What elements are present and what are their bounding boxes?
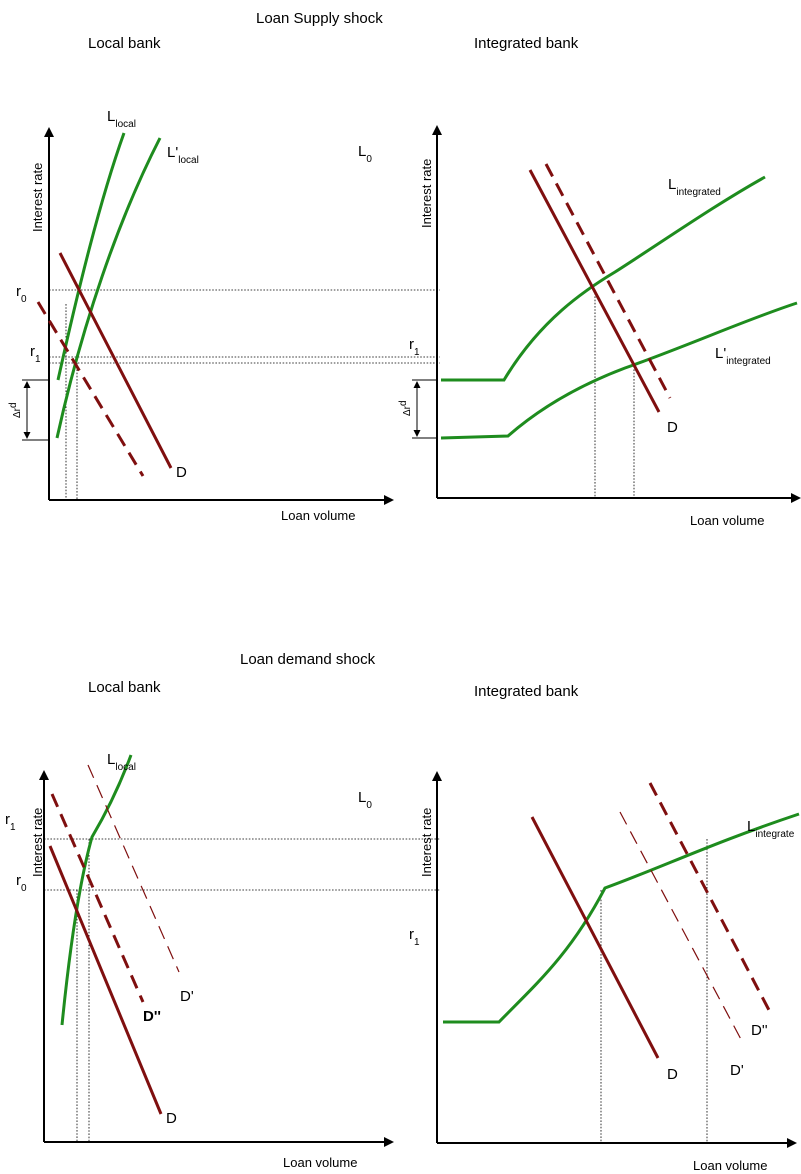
- x-axis-label: Loan volume: [281, 508, 355, 523]
- panel-supply-integrated: Integrated bank Interest rate Loan volum…: [358, 35, 801, 528]
- r0-label: r0: [16, 872, 27, 894]
- r1-label: r1: [409, 926, 420, 948]
- r1-label: r1: [30, 343, 41, 365]
- y-axis-label: Interest rate: [30, 808, 45, 877]
- panel-title: Integrated bank: [474, 35, 579, 52]
- demand-curve-D2: [50, 793, 145, 1003]
- demand-label: D: [667, 419, 678, 436]
- supply-label-local-shifted: L'local: [167, 144, 199, 166]
- panel-title: Local bank: [88, 679, 161, 696]
- panel-demand-local: Local bank Interest rate Loan volume r1 …: [5, 679, 440, 1170]
- demand-curve: [528, 169, 661, 413]
- x-axis-label: Loan volume: [690, 513, 764, 528]
- supply-curve-local: [56, 132, 126, 381]
- supply-shock-title: Loan Supply shock: [256, 10, 383, 27]
- demand-shock-title: Loan demand shock: [240, 651, 376, 668]
- demand-label-D1: D': [180, 988, 194, 1005]
- L0-label: L0: [358, 143, 372, 165]
- demand-curve: [48, 845, 163, 1115]
- r1-label: r1: [409, 336, 420, 358]
- demand-label-D2: D'': [143, 1008, 161, 1025]
- demand-curve: [530, 816, 660, 1059]
- y-axis-label: Interest rate: [419, 159, 434, 228]
- y-axis-label: Interest rate: [419, 808, 434, 877]
- supply-label-local: Llocal: [107, 108, 136, 130]
- supply-curve-integrated: [441, 175, 766, 382]
- supply-curve-integrated: [443, 812, 800, 1024]
- demand-curve-shifted: [544, 163, 672, 399]
- panel-demand-integrated: Integrated bank Interest rate Loan volum…: [358, 683, 800, 1173]
- demand-curve-shifted: [36, 301, 145, 477]
- supply-label-integrated: Lintegrate: [747, 818, 795, 840]
- supply-curve-integrated-shifted: [440, 301, 798, 440]
- demand-label: D: [176, 464, 187, 481]
- x-axis-label: Loan volume: [283, 1155, 357, 1170]
- supply-label-local: Llocal: [107, 751, 136, 773]
- panel-supply-local: Local bank Interest rate Loan volume Δrd…: [8, 35, 440, 523]
- supply-label-integrated-shifted: L'integrated: [715, 345, 771, 367]
- L0-label: L0: [358, 789, 372, 811]
- supply-curve-local: [60, 754, 133, 1026]
- demand-curve-D1: [87, 764, 180, 973]
- panel-title: Local bank: [88, 35, 161, 52]
- supply-curve-local-shifted: [55, 137, 162, 439]
- supply-label-integrated: Lintegrated: [668, 176, 721, 198]
- demand-curve: [58, 252, 173, 469]
- delta-r-label: Δrd: [8, 402, 23, 418]
- demand-label: D: [667, 1066, 678, 1083]
- x-axis-label: Loan volume: [693, 1158, 767, 1173]
- delta-r-label: Δrd: [398, 400, 413, 416]
- demand-label: D: [166, 1110, 177, 1127]
- r0-label: r0: [16, 283, 27, 305]
- y-axis-label: Interest rate: [30, 163, 45, 232]
- panel-title: Integrated bank: [474, 683, 579, 700]
- r1-label: r1: [5, 811, 16, 833]
- demand-label-D1: D': [730, 1062, 744, 1079]
- demand-label-D2: D'': [751, 1022, 768, 1039]
